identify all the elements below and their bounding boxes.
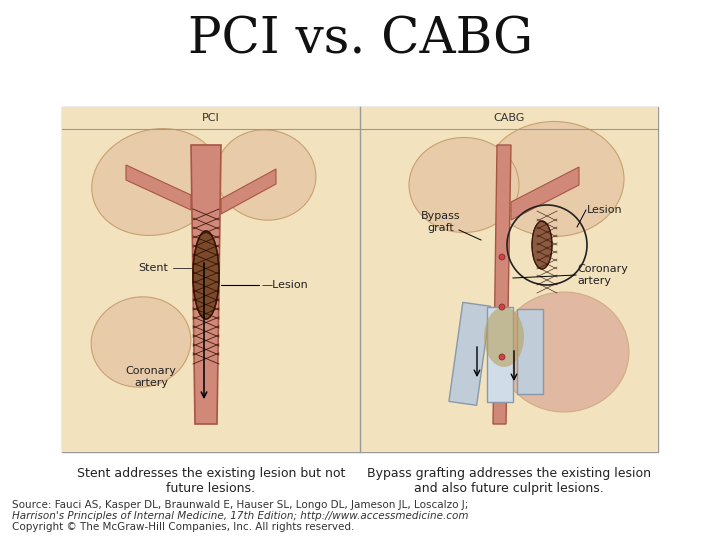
Polygon shape xyxy=(511,167,579,220)
Ellipse shape xyxy=(499,292,629,412)
Ellipse shape xyxy=(484,307,524,367)
Text: Source: Fauci AS, Kasper DL, Braunwald E, Hauser SL, Longo DL, Jameson JL, Losca: Source: Fauci AS, Kasper DL, Braunwald E… xyxy=(12,500,469,510)
Ellipse shape xyxy=(484,122,624,237)
Text: Coronary
artery: Coronary artery xyxy=(577,264,628,286)
Polygon shape xyxy=(221,169,276,214)
Ellipse shape xyxy=(532,221,552,269)
Bar xyxy=(62,107,658,452)
Ellipse shape xyxy=(193,231,219,319)
Bar xyxy=(517,309,543,394)
Bar xyxy=(62,107,658,129)
Ellipse shape xyxy=(91,297,191,387)
Polygon shape xyxy=(191,145,221,424)
Text: Stent: Stent xyxy=(138,263,168,273)
Circle shape xyxy=(499,354,505,360)
Text: Copyright © The McGraw-Hill Companies, Inc. All rights reserved.: Copyright © The McGraw-Hill Companies, I… xyxy=(12,522,354,532)
Polygon shape xyxy=(126,165,191,210)
Text: Coronary
artery: Coronary artery xyxy=(125,366,176,388)
Circle shape xyxy=(499,254,505,260)
Ellipse shape xyxy=(91,129,220,235)
Text: Bypass grafting addresses the existing lesion
and also future culprit lesions.: Bypass grafting addresses the existing l… xyxy=(367,467,651,495)
Bar xyxy=(449,302,490,406)
Ellipse shape xyxy=(409,138,519,233)
Text: —Lesion: —Lesion xyxy=(261,280,307,290)
Circle shape xyxy=(499,304,505,310)
Text: PCI vs. CABG: PCI vs. CABG xyxy=(187,15,533,65)
Bar xyxy=(62,107,360,452)
Text: Lesion: Lesion xyxy=(587,205,623,215)
Text: PCI: PCI xyxy=(202,113,220,123)
Text: CABG: CABG xyxy=(493,113,525,123)
Text: Stent addresses the existing lesion but not
future lesions.: Stent addresses the existing lesion but … xyxy=(77,467,345,495)
Ellipse shape xyxy=(216,130,316,220)
Bar xyxy=(487,307,513,402)
Text: Bypass
graft: Bypass graft xyxy=(421,211,461,233)
Polygon shape xyxy=(493,145,511,424)
Bar xyxy=(360,107,658,452)
Text: Harrison's Principles of Internal Medicine, 17th Edition; http://www.accessmedic: Harrison's Principles of Internal Medici… xyxy=(12,511,469,521)
